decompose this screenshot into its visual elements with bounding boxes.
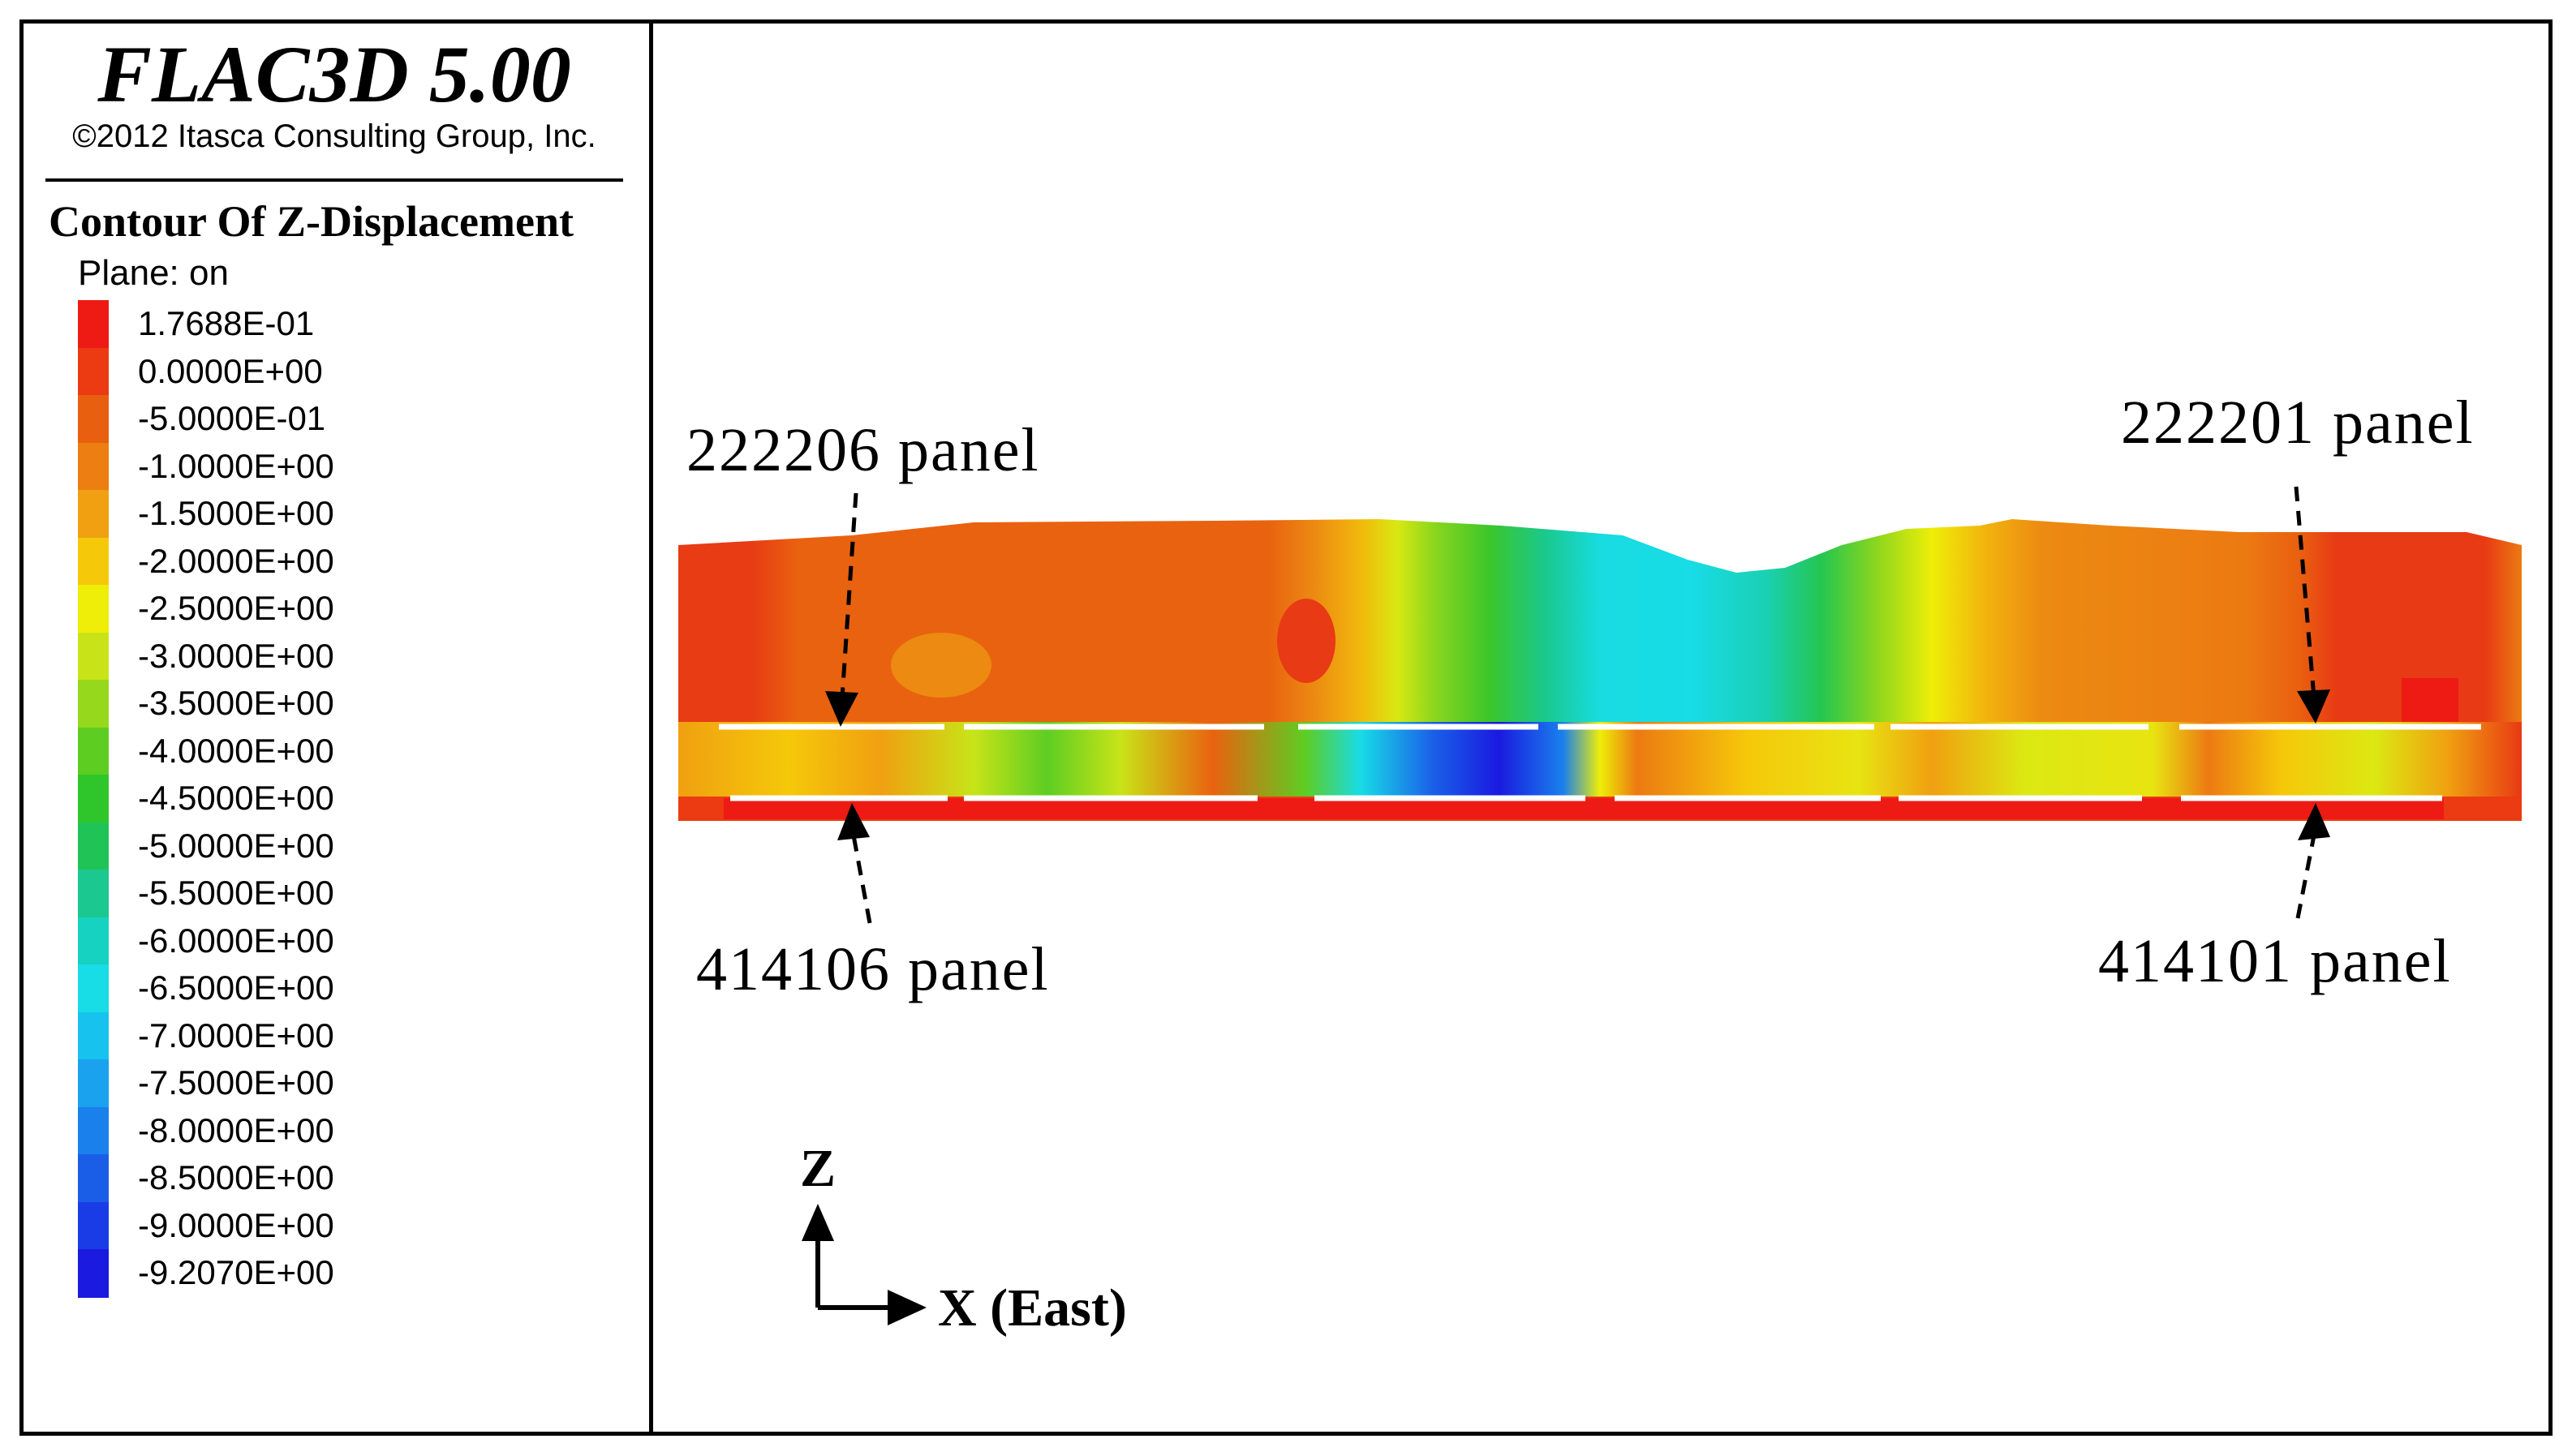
legend-swatch <box>78 1201 109 1250</box>
legend-swatch <box>78 1106 109 1155</box>
legend-panel: FLAC3D 5.00 ©2012 Itasca Consulting Grou… <box>19 19 649 1436</box>
arrow-heads <box>825 689 2330 840</box>
legend-level-label: -4.5000E+00 <box>138 779 334 817</box>
legend-swatch <box>78 300 109 349</box>
legend-level-label: -1.5000E+00 <box>138 494 334 532</box>
legend-level-label: -1.0000E+00 <box>138 446 334 485</box>
label-222206-panel: 222206 panel <box>686 416 1040 484</box>
legend-swatch <box>78 680 109 728</box>
legend-divider <box>649 19 653 1436</box>
legend-swatch <box>78 490 109 539</box>
legend-level-label: -5.5000E+00 <box>138 874 334 912</box>
app-title: FLAC3D 5.00 <box>97 29 571 119</box>
legend-level-label: -9.0000E+00 <box>138 1205 334 1244</box>
x-axis-label: X (East) <box>938 1278 1127 1338</box>
legend-level-label: -5.0000E+00 <box>138 826 334 865</box>
z-arrow-icon <box>802 1204 834 1241</box>
legend-level-label: -8.0000E+00 <box>138 1110 334 1149</box>
copyright-text: ©2012 Itasca Consulting Group, Inc. <box>72 118 596 154</box>
legend-level-label: -6.0000E+00 <box>138 921 334 960</box>
legend-level-label: 0.0000E+00 <box>138 351 323 390</box>
legend-level-label: -6.5000E+00 <box>138 969 334 1007</box>
z-axis-label: Z <box>800 1139 836 1198</box>
annotation-arrows <box>840 486 2316 924</box>
legend-swatch <box>78 870 109 918</box>
x-arrow-icon <box>888 1290 927 1325</box>
legend-level-label: -8.5000E+00 <box>138 1158 334 1196</box>
legend-level-label: -7.5000E+00 <box>138 1063 334 1102</box>
legend-level-label: -3.0000E+00 <box>138 636 334 675</box>
legend-swatch <box>78 822 109 870</box>
label-414101-panel: 414101 panel <box>2098 927 2452 995</box>
seam-contour <box>678 722 2522 797</box>
plane-label: Plane: on <box>78 253 229 293</box>
legend-swatch <box>78 917 109 965</box>
contour-blob <box>891 633 991 698</box>
legend-swatch <box>78 395 109 444</box>
legend-swatch <box>78 442 109 491</box>
legend-swatch <box>78 585 109 634</box>
floor-contour <box>724 798 2444 819</box>
axis-triad <box>815 1217 899 1310</box>
legend-level-label: -5.0000E-01 <box>138 399 326 437</box>
legend-swatch <box>78 1059 109 1108</box>
legend-level-label: 1.7688E-01 <box>138 304 315 342</box>
legend-level-label: -7.0000E+00 <box>138 1016 334 1054</box>
legend-level-label: -9.2070E+00 <box>138 1253 334 1291</box>
legend-swatch <box>78 1154 109 1203</box>
legend-swatch <box>78 1249 109 1298</box>
legend-swatch <box>78 727 109 775</box>
label-414106-panel: 414106 panel <box>696 935 1050 1003</box>
legend-level-label: -4.0000E+00 <box>138 731 334 770</box>
figure-frame <box>19 19 2553 1436</box>
legend-swatch <box>78 537 109 586</box>
legend-level-label: -2.0000E+00 <box>138 541 334 580</box>
overburden-contour <box>678 519 2522 722</box>
legend-rule <box>45 178 623 182</box>
legend-swatch <box>78 632 109 681</box>
legend-swatch <box>78 964 109 1013</box>
legend-swatch <box>78 775 109 823</box>
legend-swatch <box>78 1011 109 1060</box>
contour-title: Contour Of Z-Displacement <box>49 197 574 246</box>
legend-level-label: -2.5000E+00 <box>138 589 334 627</box>
legend-level-label: -3.5000E+00 <box>138 684 334 722</box>
label-222201-panel: 222201 panel <box>2121 389 2475 457</box>
legend-swatch <box>78 347 109 396</box>
contour-blob <box>2402 678 2458 722</box>
contour-blob <box>1277 599 1335 683</box>
